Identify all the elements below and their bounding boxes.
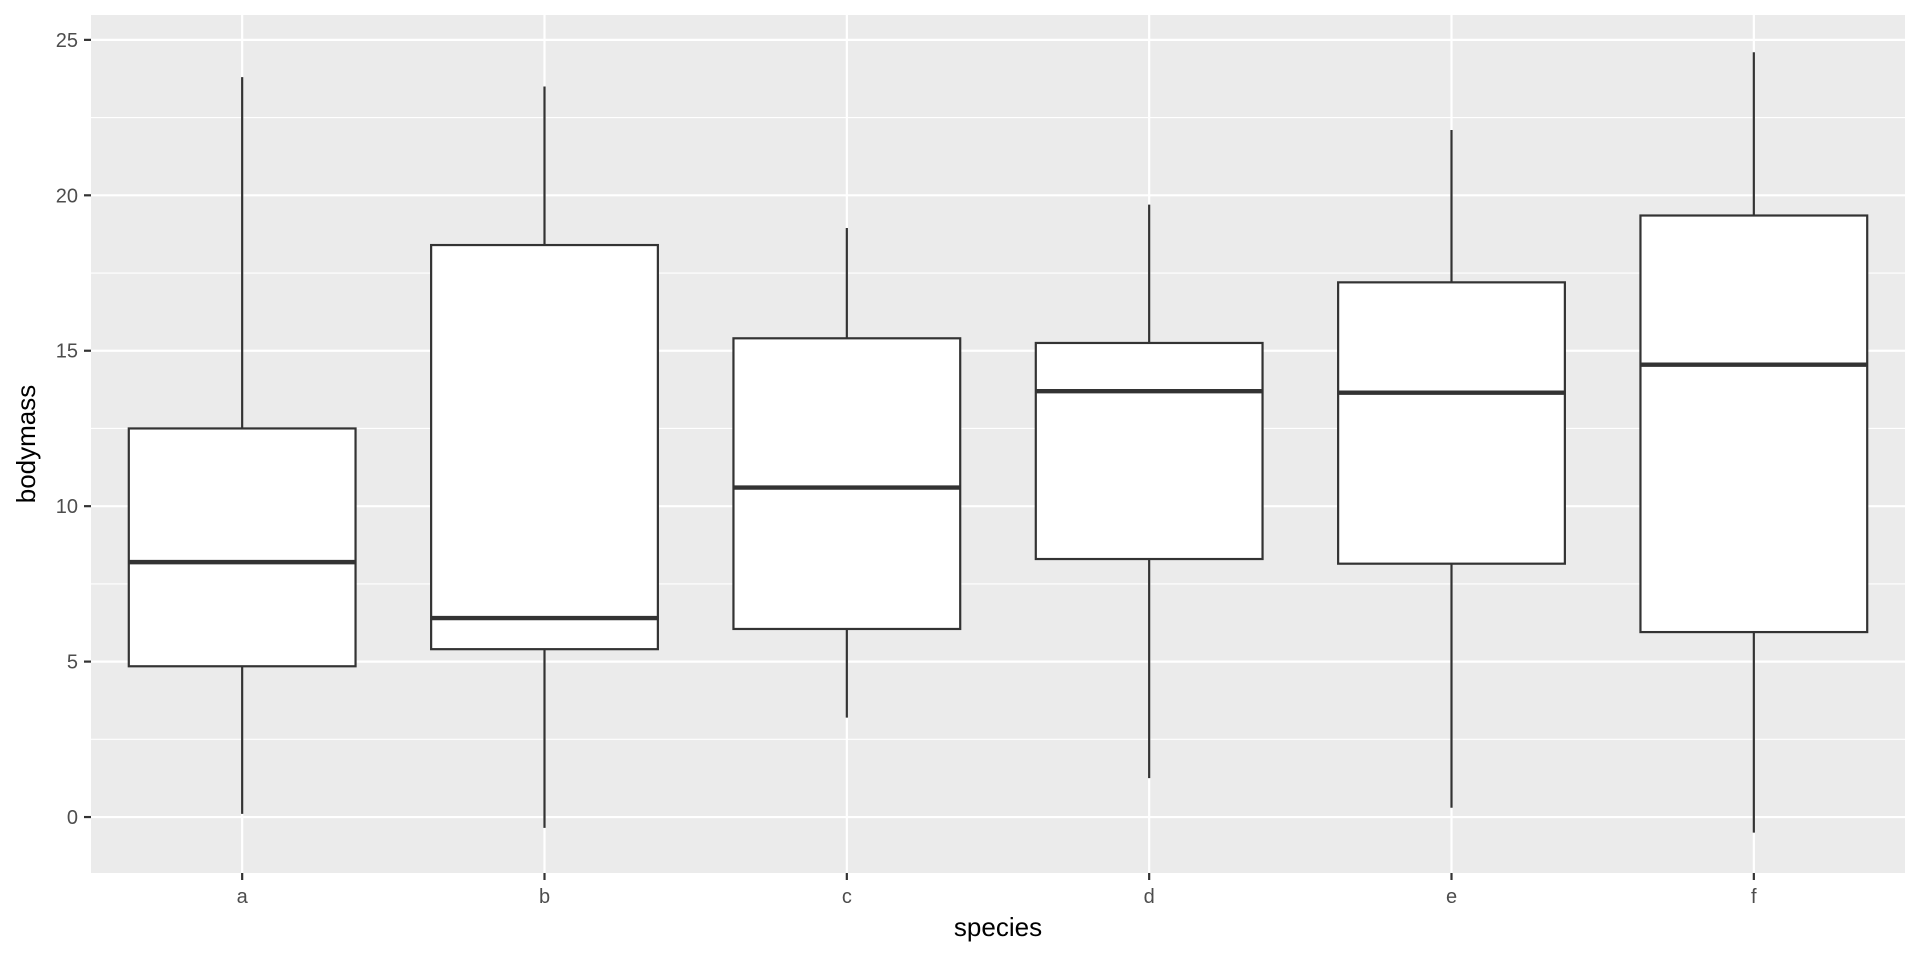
y-axis-title: bodymass <box>11 385 41 504</box>
y-tick-label: 15 <box>56 341 78 363</box>
iqr-box <box>1337 281 1566 565</box>
iqr-box <box>1034 341 1264 561</box>
x-tick-label: b <box>539 886 550 908</box>
x-tick-label: d <box>1144 886 1155 908</box>
box-f <box>1639 52 1869 833</box>
y-tick-label: 5 <box>67 652 78 674</box>
iqr-box <box>430 243 659 651</box>
x-tick-label: c <box>842 886 852 908</box>
y-tick-label: 10 <box>56 496 78 518</box>
plot-panel <box>91 15 1905 873</box>
x-tick-label: e <box>1446 886 1457 908</box>
x-axis-title: species <box>954 912 1042 942</box>
boxes <box>127 52 1869 833</box>
box-c <box>732 227 962 718</box>
y-tick-label: 0 <box>67 807 78 829</box>
box-b <box>430 86 659 828</box>
y-tick-label: 25 <box>56 30 78 52</box>
x-tick-label: a <box>237 886 249 908</box>
box-e <box>1337 130 1566 808</box>
x-tick-label: f <box>1751 886 1757 908</box>
y-tick-label: 20 <box>56 185 78 207</box>
box-d <box>1034 204 1264 779</box>
iqr-box <box>127 427 357 668</box>
iqr-box <box>1639 214 1869 634</box>
iqr-box <box>732 337 962 631</box>
box-a <box>127 77 357 814</box>
axes: 0 5 10 15 20 25 a b c d e f <box>56 30 1757 908</box>
